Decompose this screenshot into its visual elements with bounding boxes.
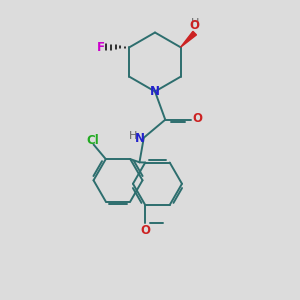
Text: O: O: [140, 224, 150, 238]
Text: Cl: Cl: [86, 134, 99, 147]
Text: H: H: [190, 18, 199, 28]
Text: O: O: [192, 112, 202, 125]
Text: N: N: [135, 132, 145, 145]
Text: H: H: [129, 131, 137, 141]
Text: N: N: [150, 85, 160, 98]
Polygon shape: [181, 31, 196, 47]
Text: F: F: [97, 41, 105, 54]
Text: O: O: [190, 19, 200, 32]
